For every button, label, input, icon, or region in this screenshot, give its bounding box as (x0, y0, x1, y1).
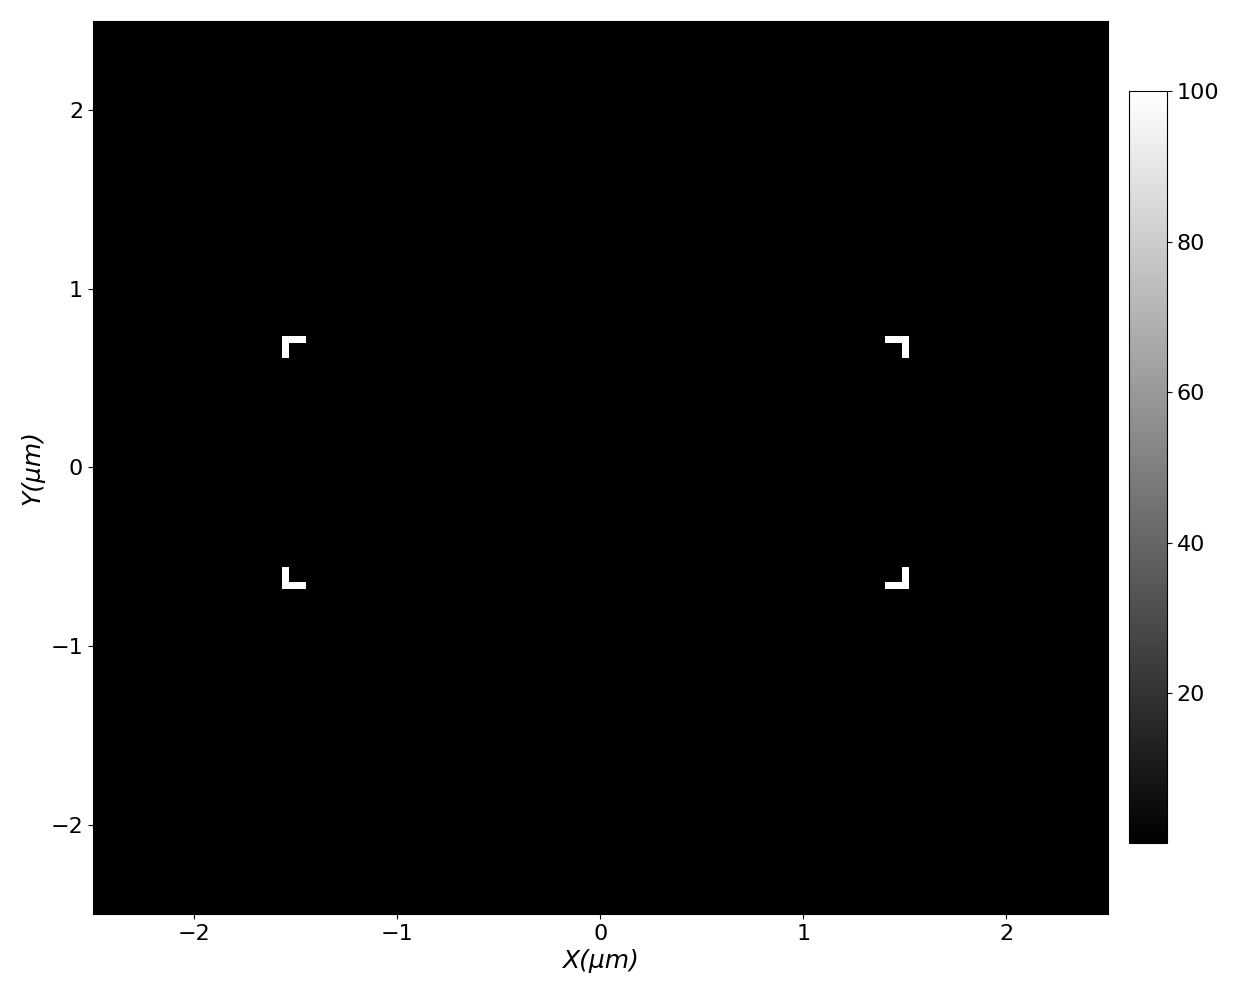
Y-axis label: Y(μm): Y(μm) (21, 429, 45, 505)
X-axis label: X(μm): X(μm) (562, 949, 639, 973)
